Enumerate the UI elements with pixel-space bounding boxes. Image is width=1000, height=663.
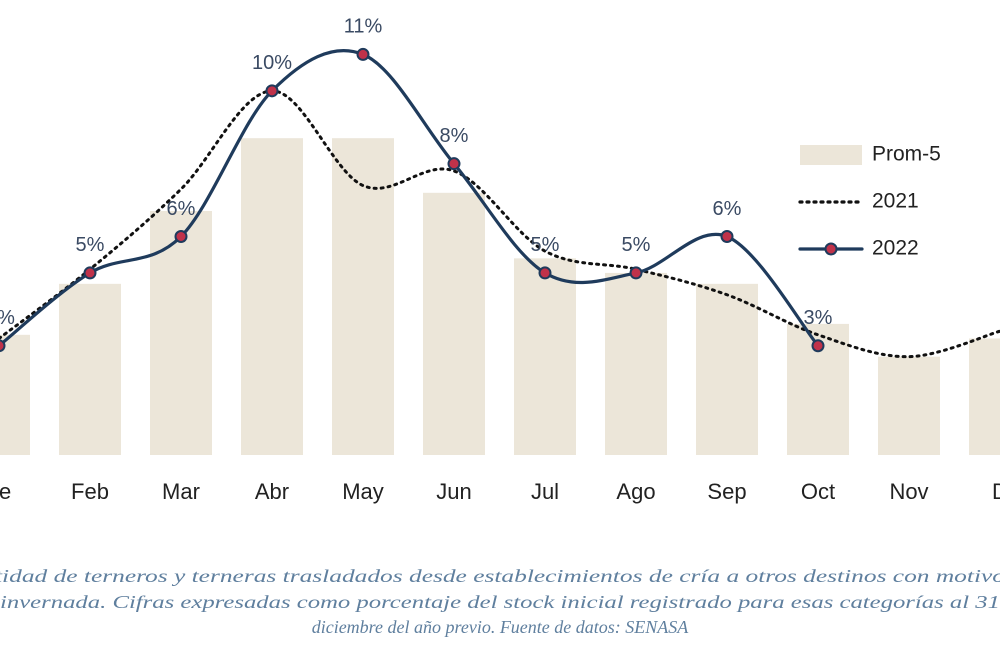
marker [538, 266, 552, 280]
legend-label: 2021 [872, 190, 919, 213]
x-tick-label: Sep [707, 479, 746, 504]
caption-line: invernada. Cifras expresadas como porcen… [0, 592, 1000, 612]
marker [720, 230, 734, 243]
x-tick-label: Jun [436, 479, 471, 504]
data-label: 8% [440, 125, 469, 147]
x-tick-label: Mar [162, 479, 200, 504]
legend-label: Prom-5 [872, 143, 941, 166]
bar [878, 356, 940, 455]
bar [59, 283, 121, 455]
legend-swatch [800, 145, 862, 165]
marker [265, 84, 279, 98]
x-tick-label: Feb [71, 479, 109, 504]
data-label: 5% [76, 234, 105, 256]
marker [629, 266, 643, 280]
bar [969, 338, 1000, 455]
legend-marker [824, 242, 838, 256]
data-label: 10% [252, 52, 292, 74]
marker [174, 230, 188, 243]
bar [332, 138, 394, 456]
labels: ne Feb Mar Abr May Jun Jul Ago Sep Oct Nov D% 5% 6% 10… [0, 16, 1000, 504]
x-tick-label: D [992, 479, 1000, 504]
bar [423, 192, 485, 456]
x-tick-label: Nov [889, 479, 928, 504]
marker [447, 157, 461, 171]
bars [0, 138, 1000, 456]
marker [83, 266, 97, 280]
lines [0, 47, 1000, 359]
data-label: 3% [804, 307, 833, 329]
bar [241, 138, 303, 456]
x-tick-label: Abr [255, 479, 289, 504]
data-label: 5% [622, 234, 651, 256]
legend: Prom-5 2021 2022 [798, 143, 941, 260]
caption-line: diciembre del año previo. Fuente de dato… [312, 617, 690, 637]
bar [514, 258, 576, 455]
bar [0, 334, 30, 455]
bar [696, 283, 758, 455]
x-tick-label: ne [0, 479, 11, 504]
bar [150, 211, 212, 455]
data-label: 5% [531, 234, 560, 256]
data-label: 6% [713, 198, 742, 220]
line [0, 49, 820, 348]
x-tick-label: May [342, 479, 384, 504]
x-tick-label: Oct [801, 479, 835, 504]
data-label: 11% [344, 16, 383, 38]
marker [356, 47, 370, 61]
data-label: 6% [167, 198, 196, 220]
x-tick-label: Ago [616, 479, 655, 504]
marker [811, 339, 825, 353]
x-tick-label: Jul [531, 479, 559, 504]
caption-line: tidad de terneros y terneras trasladados… [0, 566, 1000, 586]
legend-label: 2022 [872, 237, 919, 260]
bar [605, 272, 667, 455]
data-label: % [0, 307, 15, 329]
marker [0, 339, 6, 353]
